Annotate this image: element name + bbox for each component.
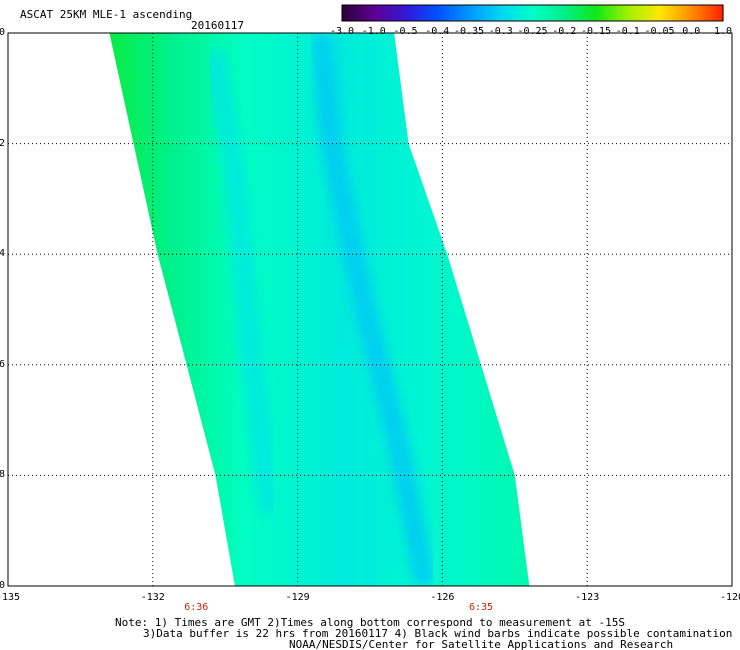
colorbar-label: -0.25 (517, 26, 548, 37)
colorbar-frame (341, 4, 724, 22)
x-tick-label: -129 (285, 592, 310, 603)
colorbar-label: -0.05 (644, 26, 675, 37)
x-tick-label: -135 (0, 592, 21, 603)
x-tick-label: -123 (575, 592, 600, 603)
colorbar-label: 0.0 (682, 26, 701, 37)
colorbar-segment (469, 5, 502, 21)
x-tick-label: -126 (430, 592, 455, 603)
note-line-3: NOAA/NESDIS/Center for Satellite Applica… (289, 638, 674, 650)
x-tick-label: -132 (140, 592, 165, 603)
colorbar-segment (691, 5, 724, 21)
x-tick-label: -120 (719, 592, 740, 603)
colorbar-label: 1.0 (713, 26, 733, 37)
colorbar-label: -1.0 (361, 26, 386, 37)
swath-ridge-1 (204, 49, 280, 515)
y-tick-label: -16 (0, 358, 5, 370)
colorbar-segment (627, 5, 661, 21)
colorbar-segment (373, 5, 407, 21)
time-label: 6:36 (184, 602, 209, 613)
colorbar-segment (659, 5, 692, 21)
y-tick-label: -18 (0, 469, 5, 481)
colorbar-segment (596, 5, 629, 21)
colorbar-label: -0.3 (488, 26, 513, 37)
colorbar-label: -0.15 (580, 26, 612, 37)
colorbar-label: -0.35 (453, 26, 485, 37)
colorbar-label: -3.0 (329, 26, 355, 37)
note-line-1: Note: 1) Times are GMT 2)Times along bot… (115, 616, 625, 629)
colorbar-segment (342, 5, 375, 21)
swath-ridge-2 (310, 33, 435, 586)
swath-field (109, 33, 530, 586)
colorbar-segment (405, 5, 438, 21)
colorbar-label: -0.2 (552, 26, 577, 37)
swath-detail (204, 33, 435, 586)
figure-date: 20160117 (191, 19, 244, 32)
note-line-2: 3)Data buffer is 22 hrs from 20160117 4)… (143, 627, 733, 640)
colorbar-segment (564, 5, 597, 21)
time-label: 6:35 (468, 602, 494, 613)
colorbar-label: -0.1 (615, 26, 640, 37)
plot-frame (7, 32, 733, 587)
y-tick-label: -10 (0, 27, 5, 38)
y-tick-label: -20 (0, 580, 5, 591)
colorbar-segment (437, 5, 470, 21)
colorbar-label: -0.5 (393, 26, 418, 37)
colorbar-label: -0.4 (425, 26, 450, 37)
y-tick-label: -14 (0, 248, 5, 260)
colorbar-segment (500, 5, 534, 21)
y-tick-label: -12 (0, 137, 5, 149)
colorbar-segment (532, 5, 565, 21)
figure-title: ASCAT 25KM MLE-1 ascending (20, 8, 193, 21)
